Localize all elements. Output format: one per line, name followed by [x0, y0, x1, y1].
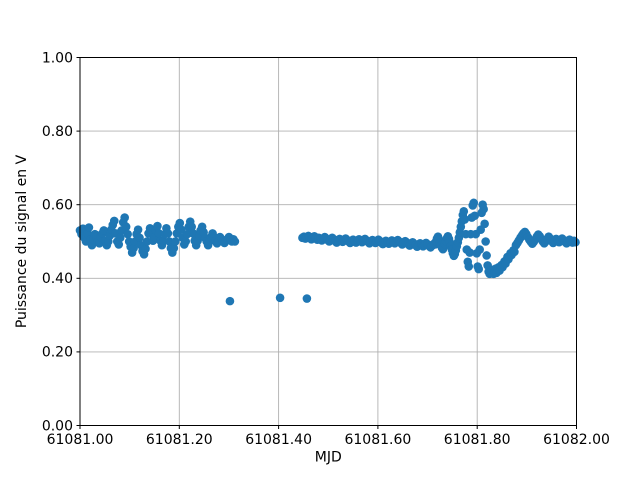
data-point: [275, 293, 285, 303]
data-point: [114, 240, 124, 249]
data-point: [510, 247, 519, 257]
data-point: [302, 294, 312, 303]
y-tick-label: 0.80: [42, 124, 73, 140]
x-tick-label: 61081.40: [245, 432, 312, 448]
x-tick-label: 61081.80: [444, 432, 511, 448]
data-point: [176, 225, 186, 235]
y-tick-label: 0.60: [42, 198, 73, 214]
plot-border: [79, 57, 577, 426]
data-point: [475, 245, 484, 254]
y-axis-ticks: 0.00 0.20 0.40 0.60 0.80 1.00: [42, 50, 80, 434]
data-point: [115, 233, 125, 243]
data-point: [571, 237, 580, 247]
data-point: [169, 243, 179, 253]
x-axis-label: MJD: [315, 450, 342, 466]
data-point: [135, 233, 144, 243]
data-point: [464, 262, 474, 271]
data-point: [187, 222, 197, 232]
x-axis-ticks: 61081.00 61081.20 61081.40 61081.60 61081.80…: [47, 425, 610, 448]
data-point: [163, 229, 173, 238]
data-point: [480, 219, 489, 229]
data-point: [165, 237, 174, 246]
data-point: [481, 237, 490, 246]
x-tick-label: 61081.20: [146, 432, 213, 448]
data-points: [75, 198, 580, 306]
data-point: [469, 198, 479, 208]
data-point: [99, 226, 109, 235]
x-tick-label: 61081.00: [47, 432, 114, 448]
data-point: [459, 207, 469, 216]
data-point: [129, 243, 138, 253]
data-point: [474, 264, 483, 274]
data-point: [470, 211, 480, 221]
data-point: [181, 237, 191, 246]
data-point: [230, 237, 240, 246]
data-point: [120, 213, 129, 222]
y-tick-label: 0.00: [42, 418, 73, 434]
data-point: [460, 215, 470, 224]
data-point: [465, 248, 475, 257]
y-axis-label: Puissance du signal en V: [14, 154, 30, 328]
y-tick-label: 0.40: [42, 271, 73, 287]
data-point: [479, 204, 488, 214]
x-tick-label: 61081.60: [344, 432, 411, 448]
data-point: [153, 221, 162, 231]
data-point: [123, 229, 132, 239]
data-point: [121, 222, 131, 232]
y-tick-label: 1.00: [42, 50, 73, 66]
data-point: [84, 223, 94, 232]
data-point: [171, 237, 180, 246]
x-tick-label: 61082.00: [543, 432, 610, 448]
data-point: [133, 225, 143, 235]
y-tick-label: 0.20: [42, 345, 73, 361]
data-point: [225, 296, 235, 306]
data-point: [175, 218, 185, 228]
data-point: [482, 251, 491, 260]
data-point: [109, 216, 119, 226]
data-point: [141, 244, 150, 254]
